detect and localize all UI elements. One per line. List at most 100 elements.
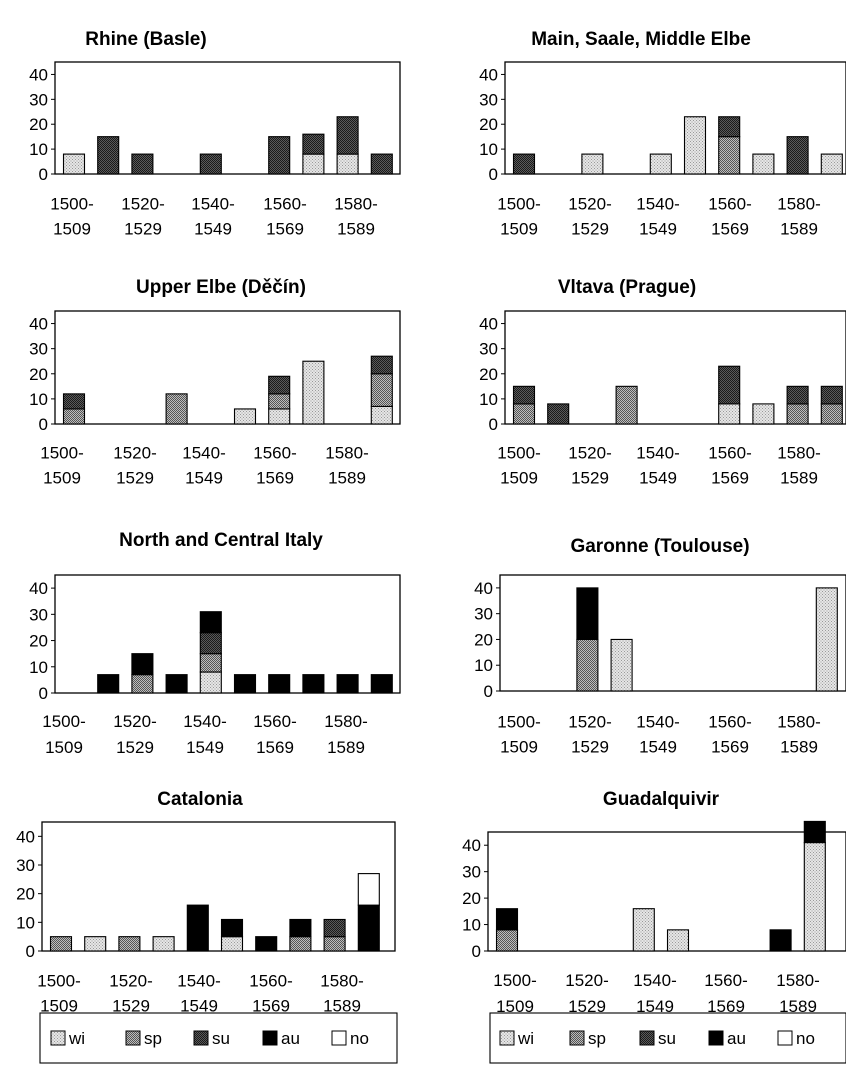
bar-su-1560-1569: [268, 375, 291, 395]
y-tick-label: 40: [479, 65, 498, 84]
legend-label-au: au: [281, 1029, 300, 1048]
bar-su-1580-1589: [786, 385, 809, 405]
x-tick-label: 1540-1549: [636, 444, 679, 488]
x-tick-label: 1500-1509: [40, 444, 83, 488]
x-tick-label: 1500-1509: [497, 195, 540, 239]
y-tick-label: 40: [479, 315, 498, 334]
bar-wi-1540-1549: [632, 908, 655, 952]
legend-box: [39, 1012, 398, 1064]
plot-area: [54, 574, 401, 694]
bar-sp-1590-1599: [370, 373, 393, 407]
y-tick-label: 20: [29, 365, 48, 384]
bar-wi-1560-1569: [718, 403, 741, 425]
bar-su-1580-1589: [336, 116, 359, 155]
bar-su-1590-1599: [820, 385, 843, 405]
legend-label-sp: sp: [588, 1029, 606, 1048]
y-tick-label: 40: [474, 579, 493, 598]
bar-wi-1500-1509: [62, 153, 86, 175]
bar-su-1590-1599: [370, 355, 393, 375]
bar-wi-1590-1599: [820, 153, 843, 175]
y-tick-label: 30: [462, 863, 481, 882]
x-tick-label: 1560-1569: [708, 195, 751, 239]
bar-au-1520-1529: [576, 587, 599, 640]
bar-wi-1530-1539: [610, 638, 633, 692]
bar-sp-1500-1509: [495, 929, 519, 952]
bar-wi-1560-1569: [268, 408, 291, 425]
bar-sp-1570-1579: [289, 936, 312, 952]
chart-title: Catalonia: [157, 789, 243, 810]
bar-au-1570-1579: [302, 674, 325, 694]
bar-wi-1550-1559: [233, 408, 257, 425]
chart-panel-garonne-toulouse: Garonne (Toulouse) 0 10 20 30 40 1500-1509 1520…: [474, 536, 846, 757]
x-tick-label: 1580-1589: [325, 444, 368, 488]
bar-sp-1540-1549: [199, 653, 222, 673]
bar-su-1520-1529: [131, 153, 154, 175]
x-tick-label: 1560-1569: [708, 444, 751, 488]
x-tick-label: 1580-1589: [777, 713, 820, 757]
x-tick-label: 1560-1569: [704, 971, 747, 1016]
bar-sp-1560-1569: [268, 393, 291, 410]
bar-au-1530-1539: [165, 674, 188, 694]
bar-su-1560-1569: [718, 365, 741, 405]
chart-panel-upper-elbe-d-n: Upper Elbe (Děčín) 0 10 20 30 40 1500-1509 1520…: [29, 277, 401, 488]
x-tick-label: 1560-1569: [253, 712, 296, 757]
bar-au-1550-1559: [233, 674, 257, 694]
legend-swatch-no: [331, 1030, 347, 1046]
bar-wi-1550-1559: [220, 936, 244, 952]
chart-panel-main-saale-middle-elbe: Main, Saale, Middle Elbe 0 10 20 30 40 1500-15…: [479, 29, 846, 239]
bar-su-1580-1589: [786, 136, 809, 175]
bar-au-1570-1579: [289, 918, 312, 938]
x-tick-label: 1580-1589: [334, 195, 377, 239]
y-tick-label: 40: [462, 836, 481, 855]
x-tick-label: 1540-1549: [191, 195, 234, 239]
y-tick-label: 0: [39, 684, 48, 703]
bar-sp-1530-1539: [615, 385, 638, 425]
bar-au-1580-1589: [336, 674, 359, 694]
chart-title: Vltava (Prague): [558, 277, 696, 298]
x-tick-label: 1500-1509: [42, 712, 85, 757]
bar-su-1540-1549: [199, 153, 222, 175]
x-tick-label: 1540-1549: [636, 713, 679, 757]
chart-title: Upper Elbe (Děčín): [136, 277, 306, 298]
bar-au-1560-1569: [255, 936, 278, 952]
y-tick-label: 30: [16, 856, 35, 875]
bar-au-1540-1549: [199, 611, 222, 634]
bar-au-1500-1509: [495, 908, 519, 931]
legend-swatch-wi: [50, 1030, 66, 1046]
y-tick-label: 20: [479, 365, 498, 384]
bar-su-1510-1519: [547, 403, 570, 425]
y-tick-label: 20: [29, 632, 48, 651]
y-tick-label: 0: [472, 942, 481, 961]
chart-panel-guadalquivir: Guadalquivir 0 10 20 30 40 1500-1509 1520-1529 1…: [462, 789, 846, 1016]
bar-au-1510-1519: [97, 674, 120, 694]
bar-sp-1590-1599: [820, 403, 843, 425]
bar-su-1570-1579: [302, 133, 325, 155]
legend-swatch-au: [262, 1030, 278, 1046]
legend-swatch-wi: [499, 1030, 515, 1046]
legend-swatch-sp: [125, 1030, 141, 1046]
x-tick-label: 1520-1529: [121, 195, 164, 239]
chart-title: Garonne (Toulouse): [570, 536, 749, 557]
x-tick-label: 1520-1529: [113, 444, 156, 488]
bar-su-1500-1509: [512, 385, 536, 405]
x-tick-label: 1520-1529: [109, 972, 152, 1016]
chart-title: Rhine (Basle): [85, 29, 206, 50]
x-tick-label: 1520-1529: [568, 713, 611, 757]
bar-wi-1580-1589: [336, 153, 359, 175]
bar-wi-1540-1549: [199, 671, 222, 694]
x-tick-label: 1580-1589: [320, 972, 363, 1016]
bar-su-1580-1589: [323, 918, 346, 938]
y-tick-label: 10: [479, 140, 498, 159]
bar-wi-1570-1579: [752, 153, 775, 175]
y-tick-label: 40: [29, 579, 48, 598]
x-tick-label: 1500-1509: [493, 971, 536, 1016]
bar-wi-1570-1579: [302, 360, 325, 425]
bar-wi-1510-1519: [84, 936, 107, 952]
x-tick-label: 1500-1509: [497, 713, 540, 757]
bar-au-1520-1529: [131, 653, 154, 676]
y-tick-label: 40: [29, 65, 48, 84]
plot-area: [54, 310, 401, 425]
chart-title: Main, Saale, Middle Elbe: [531, 29, 751, 50]
x-tick-label: 1580-1589: [777, 195, 820, 239]
bar-sp-1500-1509: [49, 936, 73, 952]
